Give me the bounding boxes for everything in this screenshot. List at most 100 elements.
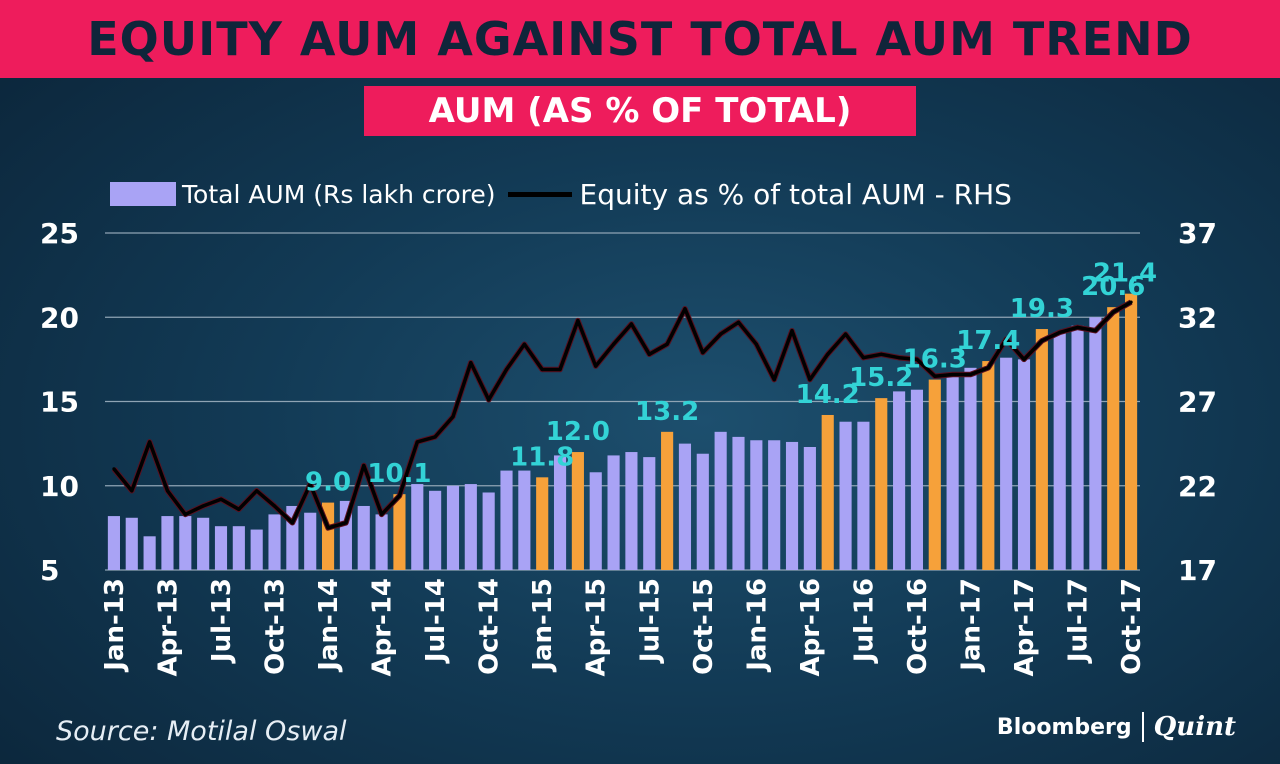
y-left-tick-label: 15 xyxy=(40,386,79,419)
line-point xyxy=(379,512,384,516)
bar xyxy=(768,440,781,570)
brand-logo: Bloomberg Quint xyxy=(997,712,1236,742)
data-label: 9.0 xyxy=(305,468,351,498)
line-point xyxy=(201,504,205,508)
line-point xyxy=(754,342,758,346)
line-point xyxy=(719,332,723,336)
line-point xyxy=(540,367,544,372)
line-point xyxy=(522,342,526,346)
line-point xyxy=(915,357,919,361)
x-tick-label: Apr-13 xyxy=(153,578,183,677)
bar xyxy=(393,494,406,570)
bar xyxy=(125,517,138,570)
x-tick-label: Jan-15 xyxy=(528,578,558,673)
line-point xyxy=(558,367,562,372)
line-point xyxy=(576,319,580,323)
line-series-path xyxy=(112,300,1132,530)
x-tick-label: Jan-17 xyxy=(956,578,986,673)
bar xyxy=(1017,359,1031,570)
x-tick-label: Apr-14 xyxy=(368,578,398,677)
line-point xyxy=(272,504,277,508)
y-left-tick-label: 25 xyxy=(40,217,79,250)
line-point xyxy=(594,364,598,368)
line-point xyxy=(397,494,402,498)
line-point xyxy=(1111,310,1115,314)
bar xyxy=(143,536,156,570)
bar xyxy=(821,414,834,570)
brand-primary: Bloomberg xyxy=(996,714,1132,740)
bar xyxy=(732,436,745,570)
bar xyxy=(268,514,281,570)
data-label: 21.4 xyxy=(1093,259,1157,289)
legend-line-label: Equity as % of total AUM - RHS xyxy=(579,177,1012,211)
bar xyxy=(946,374,959,570)
legend-bar-swatch xyxy=(110,182,176,206)
x-tick-label: Apr-16 xyxy=(796,578,826,677)
line-point xyxy=(1004,337,1008,341)
line-point xyxy=(1075,325,1080,329)
data-label: 16.3 xyxy=(903,345,967,375)
line-point xyxy=(344,521,348,525)
y-left-tick-label: 5 xyxy=(40,554,59,587)
bar xyxy=(1089,317,1102,570)
line-point xyxy=(290,521,294,525)
x-tick-label: Jul-14 xyxy=(421,578,451,664)
line-point xyxy=(879,352,883,356)
line-point xyxy=(736,320,741,324)
bar xyxy=(643,457,656,570)
line-point xyxy=(826,352,830,356)
line-point xyxy=(683,307,687,311)
line-point xyxy=(308,482,312,486)
line-point xyxy=(487,398,491,402)
x-tick-label: Jul-15 xyxy=(635,578,665,664)
x-tick-label: Jan-13 xyxy=(100,578,130,673)
data-label: 13.2 xyxy=(635,397,699,427)
x-tick-label: Oct-15 xyxy=(689,578,719,675)
line-point xyxy=(897,356,901,360)
legend-line-swatch xyxy=(507,191,572,197)
y-left-tick-label: 10 xyxy=(40,470,79,503)
x-tick-label: Apr-17 xyxy=(1010,578,1040,677)
line-point xyxy=(255,489,259,493)
data-label: 12.0 xyxy=(546,417,610,447)
bar xyxy=(1000,357,1013,570)
data-label: 11.8 xyxy=(510,442,574,472)
source-note: Source: Motilal Oswal xyxy=(56,716,347,747)
line-point xyxy=(665,342,669,346)
bar xyxy=(678,443,692,570)
data-label: 15.2 xyxy=(849,363,913,393)
bar xyxy=(411,484,424,570)
line-point xyxy=(504,367,509,372)
line-series xyxy=(111,299,1133,531)
bar xyxy=(250,529,263,570)
line-point xyxy=(148,440,152,444)
legend-bar-label: Total AUM (Rs lakh crore) xyxy=(182,179,496,209)
bar xyxy=(553,455,567,570)
bar xyxy=(197,517,210,570)
line-point xyxy=(362,463,366,468)
data-label: 14.2 xyxy=(796,380,860,410)
title-banner: EQUITY AUM AGAINST TOTAL AUM TREND xyxy=(0,0,1280,78)
bar xyxy=(1053,332,1066,570)
line-point xyxy=(1022,357,1026,361)
line-point xyxy=(1129,300,1133,304)
bar xyxy=(875,398,888,570)
bar xyxy=(536,477,549,570)
bar xyxy=(375,514,388,570)
line-point xyxy=(415,440,419,444)
axes: 5 10 15 20 25 17 22 27 32 37 Jan-13 Apr-13 Jul-13 Oct… xyxy=(40,217,1217,677)
y-left-tick-label: 20 xyxy=(40,301,79,334)
bar xyxy=(910,389,924,570)
bar xyxy=(464,484,477,570)
brand-separator xyxy=(1141,712,1144,742)
bar xyxy=(785,441,799,570)
bar xyxy=(839,421,852,570)
bar xyxy=(161,516,174,570)
bar xyxy=(803,446,816,570)
line-point xyxy=(326,526,330,530)
bar xyxy=(1071,325,1084,570)
data-label: 20.6 xyxy=(1081,272,1145,302)
bar xyxy=(518,470,531,570)
line-point xyxy=(968,372,973,377)
line-point xyxy=(808,377,812,382)
